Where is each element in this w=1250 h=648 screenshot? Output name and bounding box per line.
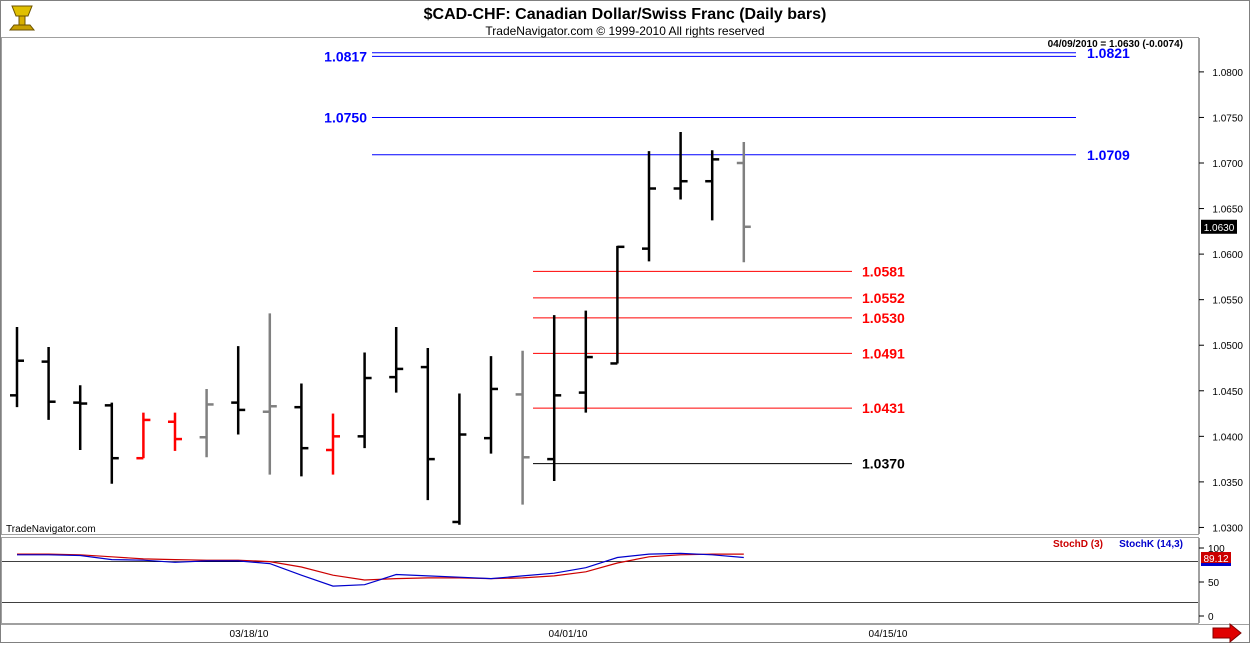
stoch-axis-label: 100 <box>1208 544 1225 555</box>
level-label-1.0491: 1.0491 <box>862 345 905 361</box>
price-axis: 1.0300 1.0350 1.0400 1.0450 1.0500 1.0550 1.06… <box>1199 38 1243 534</box>
price-panel-frame <box>1 37 1199 535</box>
price-axis-label: 1.0800 <box>1212 68 1243 79</box>
chart-title: $CAD-CHF: Canadian Dollar/Swiss Franc (D… <box>424 6 827 23</box>
watermark-text: TradeNavigator.com <box>6 524 96 535</box>
ohlc-bar <box>452 393 467 525</box>
price-axis-label: 1.0350 <box>1212 478 1243 489</box>
price-axis-label: 1.0450 <box>1212 387 1243 398</box>
ohlc-bar <box>262 313 277 475</box>
ohlc-bar <box>578 310 593 413</box>
price-axis-label: 1.0650 <box>1212 205 1243 216</box>
stoch-axis-label: 0 <box>1208 612 1214 623</box>
ohlc-bar <box>136 412 151 460</box>
ohlc-bar <box>673 132 688 200</box>
date-axis: 03/18/10 04/01/10 04/15/10 <box>230 629 908 640</box>
price-axis-label: 1.0400 <box>1212 432 1243 443</box>
copyright-text: TradeNavigator.com © 1999-2010 All right… <box>485 24 764 38</box>
ohlc-bar <box>389 327 404 393</box>
price-bars <box>10 132 751 525</box>
ohlc-bar <box>515 350 530 505</box>
stoch-axis-label: 50 <box>1208 578 1220 589</box>
date-axis-label: 03/18/10 <box>230 629 269 640</box>
date-axis-label: 04/01/10 <box>549 629 588 640</box>
stoch-panel-frame <box>1 537 1199 624</box>
ohlc-bar <box>168 412 182 451</box>
legend-stoch-k: StochK (14,3) <box>1119 539 1183 550</box>
ohlc-bar <box>357 352 372 449</box>
price-axis-label: 1.0300 <box>1212 523 1243 534</box>
stoch-value-tag-k-strip <box>1201 563 1231 566</box>
level-lines: 1.0817 1.0821 1.0750 1.0709 1.0581 1.0552 1.05… <box>324 45 1130 472</box>
level-label-1.0431: 1.0431 <box>862 400 905 416</box>
ohlc-bar <box>610 245 625 365</box>
price-axis-label: 1.0500 <box>1212 341 1243 352</box>
level-label-1.0370: 1.0370 <box>862 456 905 472</box>
ohlc-bar <box>294 383 309 477</box>
trophy-logo-icon <box>8 5 36 31</box>
ohlc-bar <box>231 346 246 435</box>
ohlc-bar <box>41 347 56 420</box>
level-label-1.0821: 1.0821 <box>1087 45 1130 61</box>
price-tag <box>1201 219 1237 234</box>
level-label-1.0817: 1.0817 <box>324 48 367 64</box>
stoch-k-line <box>17 552 744 587</box>
level-label-1.0581: 1.0581 <box>862 263 905 279</box>
price-axis-label: 1.0750 <box>1212 113 1243 124</box>
price-tag-text: 1.0630 <box>1204 223 1235 234</box>
price-axis-label: 1.0600 <box>1212 250 1243 261</box>
price-axis-label: 1.0550 <box>1212 296 1243 307</box>
date-axis-label: 04/15/10 <box>869 629 908 640</box>
level-label-1.0750: 1.0750 <box>324 109 367 125</box>
stochastic-panel: 100 50 0 <box>2 538 1225 623</box>
ohlc-bar <box>642 151 656 262</box>
stoch-value-tag <box>1201 552 1231 566</box>
level-label-1.0530: 1.0530 <box>862 310 905 326</box>
stoch-value-tag-text: 89.12 <box>1203 554 1228 565</box>
scroll-right-arrow-icon[interactable] <box>1212 622 1242 644</box>
ohlc-bar <box>73 385 88 450</box>
ohlc-bar <box>705 150 720 221</box>
ohlc-bar <box>420 347 435 501</box>
ohlc-bar <box>104 402 119 484</box>
level-label-1.0552: 1.0552 <box>862 290 905 306</box>
level-label-1.0709: 1.0709 <box>1087 147 1130 163</box>
legend-stoch-d: StochD (3) <box>1053 539 1103 550</box>
ohlc-bar <box>199 388 214 458</box>
ohlc-bar <box>326 413 340 475</box>
last-quote-text: 04/09/2010 = 1.0630 (-0.0074) <box>1048 39 1183 50</box>
ohlc-bar <box>484 356 498 454</box>
ohlc-bar <box>547 315 562 481</box>
ohlc-bar <box>736 142 751 263</box>
price-axis-label: 1.0700 <box>1212 159 1243 170</box>
ohlc-bar <box>10 327 24 408</box>
